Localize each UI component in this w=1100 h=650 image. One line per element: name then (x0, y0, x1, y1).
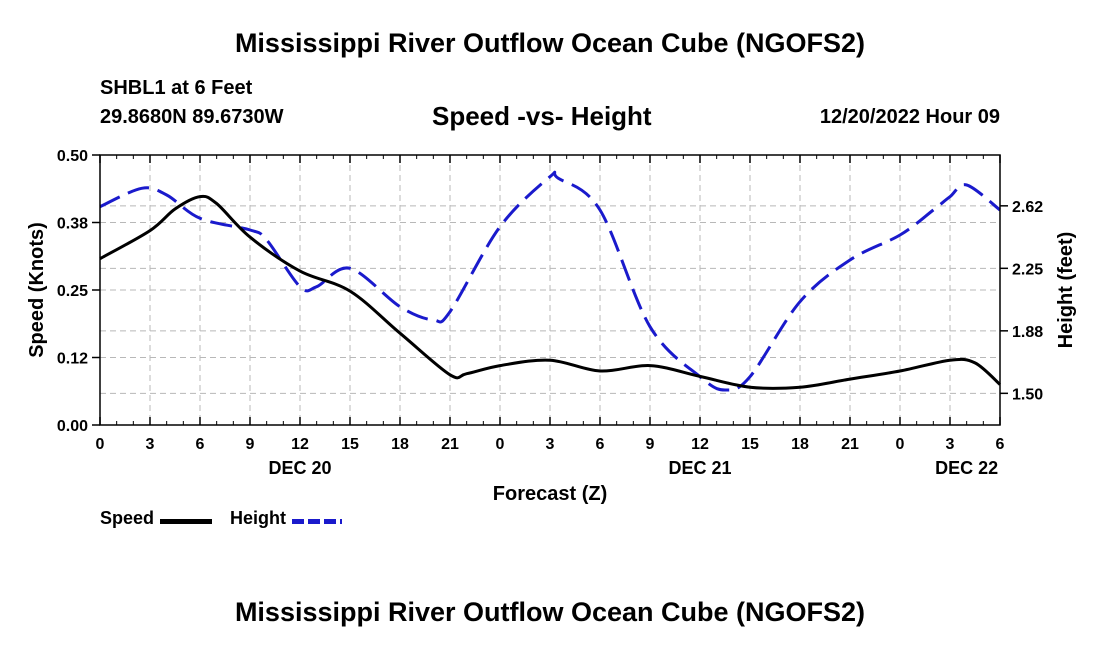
y-tick-label: 0.00 (57, 418, 88, 435)
x-tick-label: 15 (741, 436, 759, 453)
x-tick-label: 6 (596, 436, 605, 453)
y-tick-label: 0.38 (57, 216, 88, 233)
speed-series-line (99, 194, 1002, 390)
y-tick-label: 0.25 (57, 283, 88, 300)
y-tick-label: 0.12 (57, 351, 88, 368)
x-tick-label: 0 (896, 436, 905, 453)
legend-speed-swatch (160, 519, 212, 524)
chart-subtitle: Speed -vs- Height (432, 101, 652, 131)
series-layer (99, 170, 1002, 392)
forecast-datetime: 12/20/2022 Hour 09 (819, 106, 1000, 128)
height-series-line (99, 170, 1001, 392)
y2-tick-label: 2.25 (1012, 261, 1043, 278)
x-tick-label: 3 (946, 436, 955, 453)
date-label: DEC 21 (668, 458, 731, 478)
x-tick-label: 0 (96, 436, 105, 453)
date-label: DEC 20 (268, 458, 331, 478)
date-label: DEC 22 (935, 458, 998, 478)
x-tick-label: 15 (341, 436, 359, 453)
x-tick-label: 12 (291, 436, 309, 453)
y2-axis-label: Height (feet) (1055, 232, 1077, 349)
x-tick-label: 3 (546, 436, 555, 453)
y-tick-label: 0.50 (57, 148, 88, 165)
x-tick-label: 12 (691, 436, 709, 453)
grid-layer (100, 155, 1000, 425)
y2-tick-label: 1.88 (1012, 324, 1043, 341)
x-tick-label: 0 (496, 436, 505, 453)
station-coordinates: 29.8680N 89.6730W (100, 106, 284, 128)
page-title: Mississippi River Outflow Ocean Cube (NG… (234, 28, 866, 58)
legend-height-swatch (292, 519, 342, 524)
x-tick-label: 21 (841, 436, 859, 453)
y2-tick-label: 2.62 (1012, 199, 1043, 216)
x-tick-label: 18 (391, 436, 409, 453)
x-tick-label: 6 (996, 436, 1005, 453)
x-tick-label: 6 (196, 436, 205, 453)
y2-tick-label: 1.50 (1012, 386, 1043, 403)
x-tick-label: 21 (441, 436, 459, 453)
x-tick-label: 3 (146, 436, 155, 453)
x-tick-label: 9 (246, 436, 255, 453)
x-tick-label: 9 (646, 436, 655, 453)
footer-title: Mississippi River Outflow Ocean Cube (NG… (234, 597, 866, 627)
x-axis-label: Forecast (Z) (493, 483, 607, 505)
legend-height-label: Height (230, 508, 286, 528)
x-tick-label: 18 (791, 436, 809, 453)
station-label: SHBL1 at 6 Feet (100, 77, 253, 99)
axis-layer: 0 3 6 9 12 15 18 21 0 3 6 9 12 15 18 21 0 3 6 DEC 20 DEC 21 D… (57, 148, 1043, 478)
y-axis-label: Speed (Knots) (26, 222, 48, 358)
legend-speed-label: Speed (100, 508, 155, 528)
